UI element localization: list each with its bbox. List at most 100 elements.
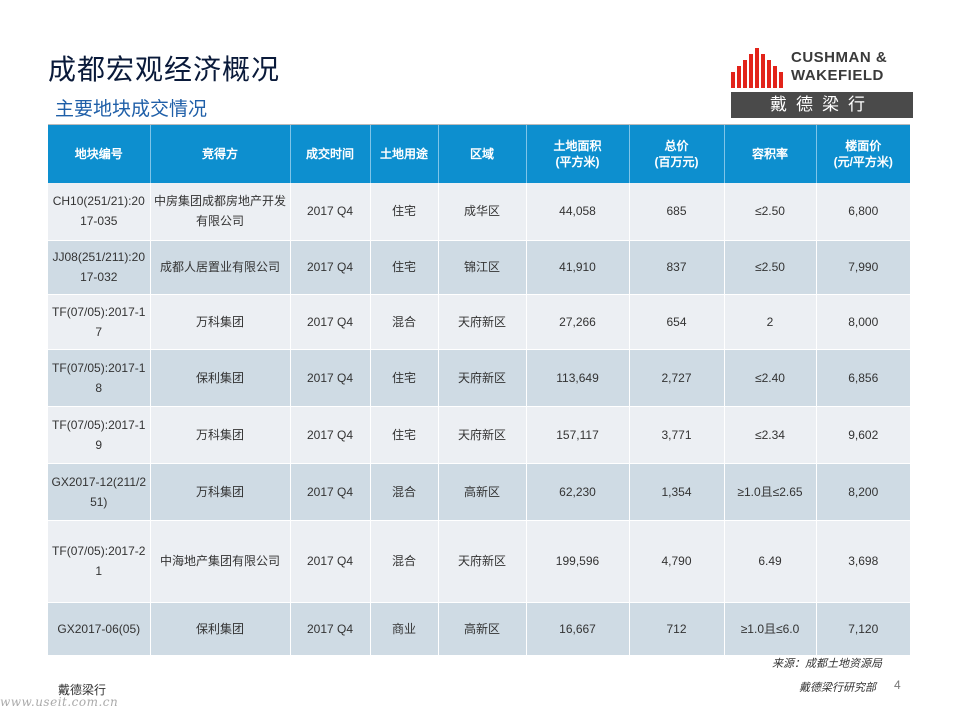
table-cell: 685: [629, 183, 725, 241]
department-note: 戴德梁行研究部: [799, 682, 876, 694]
table-cell: 中海地产集团有限公司: [150, 520, 291, 603]
logo-line2: WAKEFIELD: [791, 67, 884, 84]
table-cell: 保利集团: [150, 349, 291, 407]
table-cell: CH10(251/21):2017-035: [48, 183, 151, 241]
table-cell: 混合: [370, 463, 439, 521]
column-header-line: 土地用途: [379, 147, 428, 161]
column-header-line: 楼面价: [845, 139, 882, 153]
land-transaction-table: 地块编号 竞得方 成交时间 土地用途 区域 土地面积 (平方米) 总价 (百万元) 容积率 楼面价 (…: [48, 125, 910, 656]
table-cell: 混合: [370, 294, 439, 350]
table-cell: 9,602: [816, 406, 910, 464]
table-cell: 万科集团: [150, 406, 291, 464]
column-header: 土地用途: [370, 125, 439, 183]
column-header-line: 区域: [469, 147, 494, 161]
table-cell: 16,667: [526, 602, 630, 656]
column-header: 容积率: [724, 125, 817, 183]
column-header-line: 竞得方: [201, 147, 238, 161]
table-row: TF(07/05):2017-19 万科集团 2017 Q4 住宅 天府新区 157,11…: [48, 406, 910, 464]
table-cell: 成华区: [438, 183, 527, 241]
table-cell: TF(07/05):2017-19: [48, 406, 151, 464]
source-note: 来源：成都土地资源局: [772, 658, 882, 670]
table-cell: 2017 Q4: [290, 349, 371, 407]
table-cell: 6,856: [816, 349, 910, 407]
table-row: GX2017-06(05) 保利集团 2017 Q4 商业 高新区 16,667 712 ≥1…: [48, 602, 910, 656]
table-cell: 2017 Q4: [290, 183, 371, 241]
logo-bars-icon: [731, 48, 783, 88]
table-cell: 2017 Q4: [290, 463, 371, 521]
table-cell: 天府新区: [438, 349, 527, 407]
page-number: 4: [894, 678, 901, 692]
table-cell: 2: [724, 294, 817, 350]
table-cell: 3,698: [816, 520, 910, 603]
table-cell: JJ08(251/211):2017-032: [48, 240, 151, 295]
table-cell: 3,771: [629, 406, 725, 464]
table-cell: ≤2.40: [724, 349, 817, 407]
table-cell: GX2017-12(211/251): [48, 463, 151, 521]
table-cell: 4,790: [629, 520, 725, 603]
table-cell: ≥1.0且≤2.65: [724, 463, 817, 521]
table-body: CH10(251/21):2017-035 中房集团成都房地产开发有限公司 2017…: [48, 183, 910, 656]
table-cell: 住宅: [370, 240, 439, 295]
table-cell: 住宅: [370, 183, 439, 241]
table-cell: 27,266: [526, 294, 630, 350]
table-cell: ≤2.50: [724, 240, 817, 295]
table-row: TF(07/05):2017-21 中海地产集团有限公司 2017 Q4 混合 天府新区…: [48, 520, 910, 603]
table-cell: 2,727: [629, 349, 725, 407]
column-header: 区域: [438, 125, 527, 183]
column-header-line: 容积率: [751, 147, 788, 161]
table-cell: 41,910: [526, 240, 630, 295]
table-cell: 住宅: [370, 349, 439, 407]
column-header: 土地面积 (平方米): [526, 125, 630, 183]
table-cell: 6.49: [724, 520, 817, 603]
logo-line1: CUSHMAN &: [791, 49, 888, 66]
logo-chinese-name: 戴德梁行: [731, 92, 913, 118]
table-cell: 2017 Q4: [290, 520, 371, 603]
table-cell: 2017 Q4: [290, 294, 371, 350]
page-subtitle: 主要地块成交情况: [55, 99, 208, 120]
table-cell: 2017 Q4: [290, 240, 371, 295]
column-header-line: 总价: [664, 139, 689, 153]
table-cell: 天府新区: [438, 406, 527, 464]
table-cell: 成都人居置业有限公司: [150, 240, 291, 295]
table-row: TF(07/05):2017-17 万科集团 2017 Q4 混合 天府新区 27,266…: [48, 294, 910, 350]
table-cell: 6,800: [816, 183, 910, 241]
table-cell: 113,649: [526, 349, 630, 407]
column-header-line: (元/平方米): [833, 155, 893, 169]
table-cell: 62,230: [526, 463, 630, 521]
table-cell: 保利集团: [150, 602, 291, 656]
table-cell: 712: [629, 602, 725, 656]
column-header-line: 成交时间: [305, 147, 354, 161]
table-cell: 44,058: [526, 183, 630, 241]
table-cell: 万科集团: [150, 294, 291, 350]
table-cell: 8,200: [816, 463, 910, 521]
table-row: CH10(251/21):2017-035 中房集团成都房地产开发有限公司 2017…: [48, 183, 910, 241]
table-cell: 2017 Q4: [290, 406, 371, 464]
header-divider: [48, 124, 910, 125]
column-header-line: 土地面积: [553, 139, 602, 153]
table-cell: 7,120: [816, 602, 910, 656]
page-title: 成都宏观经济概况: [48, 54, 281, 85]
table-row: JJ08(251/211):2017-032 成都人居置业有限公司 2017 Q4 住…: [48, 240, 910, 295]
table-cell: 高新区: [438, 602, 527, 656]
table-cell: 中房集团成都房地产开发有限公司: [150, 183, 291, 241]
table-cell: 天府新区: [438, 520, 527, 603]
table-cell: 住宅: [370, 406, 439, 464]
table-cell: TF(07/05):2017-17: [48, 294, 151, 350]
table-row: GX2017-12(211/251) 万科集团 2017 Q4 混合 高新区 62,230…: [48, 463, 910, 521]
table-cell: 2017 Q4: [290, 602, 371, 656]
watermark: www.useit.com.cn: [0, 695, 119, 709]
column-header-line: (百万元): [654, 155, 699, 169]
footer-brand: 戴德梁行: [58, 683, 107, 697]
table-cell: ≤2.34: [724, 406, 817, 464]
table-cell: 157,117: [526, 406, 630, 464]
column-header: 竞得方: [150, 125, 291, 183]
table-cell: 万科集团: [150, 463, 291, 521]
table-cell: 199,596: [526, 520, 630, 603]
table-cell: 837: [629, 240, 725, 295]
table-cell: 654: [629, 294, 725, 350]
column-header-line: (平方米): [555, 155, 600, 169]
cushman-wakefield-logo: CUSHMAN & WAKEFIELD 戴德梁行: [731, 46, 913, 118]
table-cell: ≤2.50: [724, 183, 817, 241]
table-cell: TF(07/05):2017-18: [48, 349, 151, 407]
table-row: TF(07/05):2017-18 保利集团 2017 Q4 住宅 天府新区 113,64…: [48, 349, 910, 407]
